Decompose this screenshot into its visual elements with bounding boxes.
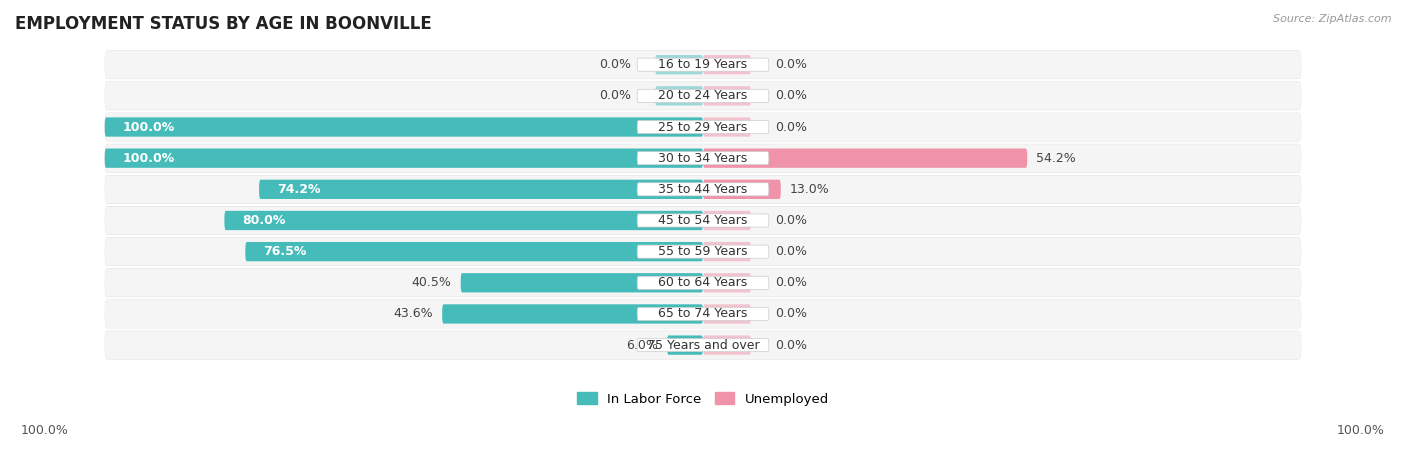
FancyBboxPatch shape xyxy=(703,179,780,199)
FancyBboxPatch shape xyxy=(637,120,769,133)
Legend: In Labor Force, Unemployed: In Labor Force, Unemployed xyxy=(576,392,830,406)
Text: 0.0%: 0.0% xyxy=(775,276,807,289)
Text: 55 to 59 Years: 55 to 59 Years xyxy=(658,245,748,258)
FancyBboxPatch shape xyxy=(104,207,1302,235)
Text: 54.2%: 54.2% xyxy=(1036,152,1076,165)
Text: 0.0%: 0.0% xyxy=(775,245,807,258)
Text: 100.0%: 100.0% xyxy=(122,152,174,165)
FancyBboxPatch shape xyxy=(104,299,1302,328)
Text: 0.0%: 0.0% xyxy=(775,339,807,352)
Text: 0.0%: 0.0% xyxy=(775,308,807,321)
FancyBboxPatch shape xyxy=(104,82,1302,110)
Text: 40.5%: 40.5% xyxy=(412,276,451,289)
Text: 0.0%: 0.0% xyxy=(599,58,631,71)
FancyBboxPatch shape xyxy=(104,331,1302,359)
Text: 0.0%: 0.0% xyxy=(775,89,807,102)
Text: 35 to 44 Years: 35 to 44 Years xyxy=(658,183,748,196)
Text: 43.6%: 43.6% xyxy=(394,308,433,321)
FancyBboxPatch shape xyxy=(259,179,703,199)
FancyBboxPatch shape xyxy=(655,55,703,74)
FancyBboxPatch shape xyxy=(637,308,769,321)
FancyBboxPatch shape xyxy=(666,336,703,355)
Text: 45 to 54 Years: 45 to 54 Years xyxy=(658,214,748,227)
FancyBboxPatch shape xyxy=(104,237,1302,266)
Text: 20 to 24 Years: 20 to 24 Years xyxy=(658,89,748,102)
Text: 75 Years and over: 75 Years and over xyxy=(647,339,759,352)
Text: 30 to 34 Years: 30 to 34 Years xyxy=(658,152,748,165)
Text: 60 to 64 Years: 60 to 64 Years xyxy=(658,276,748,289)
Text: 100.0%: 100.0% xyxy=(122,120,174,133)
FancyBboxPatch shape xyxy=(104,113,1302,141)
FancyBboxPatch shape xyxy=(104,269,1302,297)
FancyBboxPatch shape xyxy=(703,336,751,355)
Text: 6.0%: 6.0% xyxy=(626,339,658,352)
FancyBboxPatch shape xyxy=(703,304,751,324)
FancyBboxPatch shape xyxy=(104,82,1302,110)
Text: 80.0%: 80.0% xyxy=(242,214,285,227)
FancyBboxPatch shape xyxy=(104,300,1302,328)
FancyBboxPatch shape xyxy=(245,242,703,261)
Text: 0.0%: 0.0% xyxy=(775,214,807,227)
FancyBboxPatch shape xyxy=(225,211,703,230)
FancyBboxPatch shape xyxy=(104,238,1302,266)
FancyBboxPatch shape xyxy=(637,245,769,258)
FancyBboxPatch shape xyxy=(703,273,751,292)
FancyBboxPatch shape xyxy=(637,152,769,165)
Text: 76.5%: 76.5% xyxy=(263,245,307,258)
FancyBboxPatch shape xyxy=(104,144,1302,172)
FancyBboxPatch shape xyxy=(104,148,703,168)
FancyBboxPatch shape xyxy=(104,144,1302,172)
FancyBboxPatch shape xyxy=(104,117,703,137)
Text: 0.0%: 0.0% xyxy=(775,120,807,133)
FancyBboxPatch shape xyxy=(655,86,703,106)
FancyBboxPatch shape xyxy=(703,211,751,230)
FancyBboxPatch shape xyxy=(104,113,1302,141)
FancyBboxPatch shape xyxy=(104,268,1302,297)
Text: 65 to 74 Years: 65 to 74 Years xyxy=(658,308,748,321)
FancyBboxPatch shape xyxy=(703,55,751,74)
FancyBboxPatch shape xyxy=(461,273,703,292)
Text: 0.0%: 0.0% xyxy=(775,58,807,71)
FancyBboxPatch shape xyxy=(104,51,1302,79)
Text: 0.0%: 0.0% xyxy=(599,89,631,102)
FancyBboxPatch shape xyxy=(703,242,751,261)
FancyBboxPatch shape xyxy=(637,276,769,290)
FancyBboxPatch shape xyxy=(637,89,769,102)
Text: 16 to 19 Years: 16 to 19 Years xyxy=(658,58,748,71)
FancyBboxPatch shape xyxy=(703,148,1028,168)
FancyBboxPatch shape xyxy=(441,304,703,324)
FancyBboxPatch shape xyxy=(104,51,1302,79)
FancyBboxPatch shape xyxy=(104,175,1302,203)
Text: 13.0%: 13.0% xyxy=(790,183,830,196)
Text: EMPLOYMENT STATUS BY AGE IN BOONVILLE: EMPLOYMENT STATUS BY AGE IN BOONVILLE xyxy=(15,15,432,33)
Text: 100.0%: 100.0% xyxy=(21,424,69,437)
Text: 100.0%: 100.0% xyxy=(1337,424,1385,437)
Text: Source: ZipAtlas.com: Source: ZipAtlas.com xyxy=(1274,14,1392,23)
FancyBboxPatch shape xyxy=(104,175,1302,204)
FancyBboxPatch shape xyxy=(637,214,769,227)
Text: 25 to 29 Years: 25 to 29 Years xyxy=(658,120,748,133)
FancyBboxPatch shape xyxy=(637,183,769,196)
FancyBboxPatch shape xyxy=(703,86,751,106)
Text: 74.2%: 74.2% xyxy=(277,183,321,196)
FancyBboxPatch shape xyxy=(637,58,769,71)
FancyBboxPatch shape xyxy=(703,117,751,137)
FancyBboxPatch shape xyxy=(104,206,1302,235)
FancyBboxPatch shape xyxy=(104,331,1302,359)
FancyBboxPatch shape xyxy=(637,339,769,352)
